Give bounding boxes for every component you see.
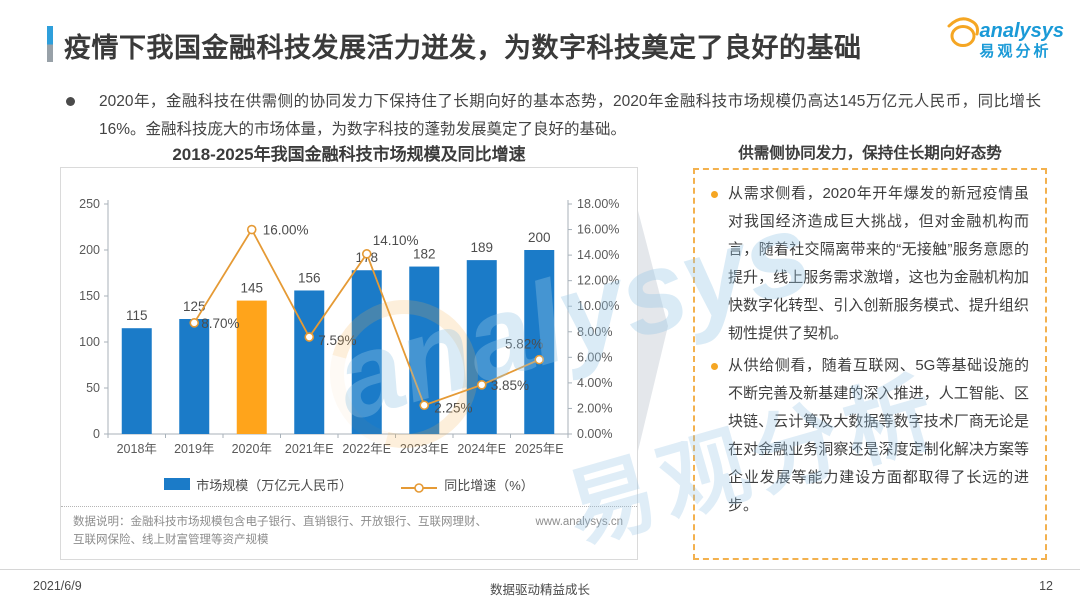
svg-text:50: 50 (86, 381, 100, 395)
footer-divider (0, 569, 1080, 570)
logo-name-en: analysys (979, 20, 1064, 42)
svg-text:2023年E: 2023年E (400, 442, 449, 456)
svg-text:2025年E: 2025年E (515, 442, 564, 456)
analysys-logo: analysys 易观分析 (941, 12, 1064, 59)
logo-name-cn: 易观分析 (979, 43, 1052, 60)
svg-text:2019年: 2019年 (174, 442, 214, 456)
title-accent-bar (47, 26, 53, 62)
svg-text:0: 0 (93, 427, 100, 441)
chart-footnote: 数据说明：金融科技市场规模包含电子银行、直销银行、开放银行、互联网理财、互联网保… (73, 516, 487, 547)
legend-item-market-size: 市场规模（万亿元人民币） (164, 475, 352, 494)
svg-text:2020年: 2020年 (232, 442, 272, 456)
footer-page-number: 12 (1039, 579, 1053, 593)
svg-text:2.00%: 2.00% (577, 401, 612, 415)
chart-legend: 市场规模（万亿元人民币） 同比增速（%） (61, 474, 637, 494)
svg-text:0.00%: 0.00% (577, 427, 612, 441)
svg-text:16.00%: 16.00% (263, 223, 309, 238)
svg-text:100: 100 (79, 335, 100, 349)
svg-text:145: 145 (240, 281, 263, 296)
svg-text:2024年E: 2024年E (457, 442, 506, 456)
source-url-link[interactable]: www.analysys.cn (535, 516, 623, 529)
footer-date: 2021/6/9 (33, 579, 82, 593)
svg-text:16.00%: 16.00% (577, 223, 619, 237)
bullet-dot-icon (66, 97, 75, 106)
panel-bullet-demand-text: 从需求侧看，2020年开年爆发的新冠疫情虽对我国经济造成巨大挑战，但对金融机构而… (728, 185, 1029, 342)
insight-list: 从需求侧看，2020年开年爆发的新冠疫情虽对我国经济造成巨大挑战，但对金融机构而… (711, 180, 1029, 520)
svg-text:189: 189 (470, 240, 493, 255)
svg-text:18.00%: 18.00% (577, 197, 619, 211)
svg-text:2021年E: 2021年E (285, 442, 334, 456)
svg-text:2018年: 2018年 (117, 442, 157, 456)
svg-text:7.59%: 7.59% (318, 333, 356, 348)
market-size-growth-chart: 0 50 100 150 200 250 0.00% 2.00% 4.00% 6.00% 8.00%… (79, 197, 619, 456)
chart-container: 0 50 100 150 200 250 0.00% 2.00% 4.00% 6.00% 8.00%… (60, 167, 638, 560)
title-block: 疫情下我国金融科技发展活力迸发，为数字科技奠定了良好的基础 (47, 26, 862, 65)
svg-text:8.00%: 8.00% (577, 325, 612, 339)
svg-text:8.70%: 8.70% (201, 316, 239, 331)
svg-text:3.85%: 3.85% (491, 378, 529, 393)
svg-text:10.00%: 10.00% (577, 299, 619, 313)
page-title: 疫情下我国金融科技发展活力迸发，为数字科技奠定了良好的基础 (64, 33, 862, 63)
legend-item-growth: 同比增速（%） (400, 474, 534, 494)
svg-text:12.00%: 12.00% (577, 274, 619, 288)
panel-bullet-supply: 从供给侧看，随着互联网、5G等基础设施的不断完善及新基建的深入推进，人工智能、区… (711, 352, 1029, 520)
svg-text:4.00%: 4.00% (577, 376, 612, 390)
chart-title: 2018-2025年我国金融科技市场规模及同比增速 (172, 145, 526, 164)
svg-text:200: 200 (79, 243, 100, 257)
chart-footnote-row: 数据说明：金融科技市场规模包含电子银行、直销银行、开放银行、互联网理财、互联网保… (61, 506, 637, 559)
svg-text:2022年E: 2022年E (342, 442, 391, 456)
svg-text:14.00%: 14.00% (577, 248, 619, 262)
svg-text:250: 250 (79, 197, 100, 211)
legend-label-growth: 同比增速（%） (444, 477, 534, 493)
svg-text:200: 200 (528, 230, 551, 245)
footer-slogan: 数据驱动精益成长 (489, 583, 590, 597)
analysys-swirl-icon (947, 17, 980, 47)
panel-bullet-supply-text: 从供给侧看，随着互联网、5G等基础设施的不断完善及新基建的深入推进，人工智能、区… (728, 357, 1029, 514)
panel-bullet-demand: 从需求侧看，2020年开年爆发的新冠疫情虽对我国经济造成巨大挑战，但对金融机构而… (711, 180, 1029, 348)
intro-text: 2020年，金融科技在供需侧的协同发力下保持住了长期向好的基本态势，2020年金… (99, 93, 1041, 138)
bar-series-swatch-icon (164, 478, 191, 490)
panel-title: 供需侧协同发力，保持住长期向好态势 (738, 145, 1002, 162)
line-series-swatch-icon (401, 483, 438, 493)
svg-text:115: 115 (126, 308, 148, 323)
legend-label-market-size: 市场规模（万亿元人民币） (196, 477, 353, 493)
intro-bullet: 2020年，金融科技在供需侧的协同发力下保持住了长期向好的基本态势，2020年金… (66, 88, 1041, 143)
svg-text:156: 156 (298, 270, 321, 285)
svg-text:182: 182 (413, 247, 436, 262)
svg-text:125: 125 (183, 299, 206, 314)
svg-text:14.10%: 14.10% (373, 233, 419, 248)
svg-text:6.00%: 6.00% (577, 350, 612, 364)
analysys-logo-text: analysys 易观分析 (979, 21, 1064, 59)
svg-text:150: 150 (79, 289, 100, 303)
insight-panel: 从需求侧看，2020年开年爆发的新冠疫情虽对我国经济造成巨大挑战，但对金融机构而… (693, 168, 1047, 560)
svg-text:5.82%: 5.82% (505, 337, 543, 352)
svg-text:2.25%: 2.25% (434, 400, 472, 415)
